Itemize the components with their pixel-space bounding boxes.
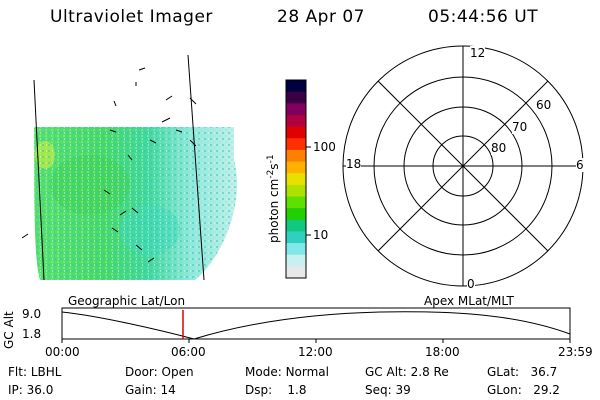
colorbar-band [286, 219, 306, 232]
coastline-marks [21, 67, 197, 263]
colorbar-tick-label-100: 100 [313, 140, 336, 154]
polar-ring-70 [403, 106, 523, 226]
colorbar-band [286, 243, 306, 256]
colorbar-band [286, 126, 306, 139]
mlt-label-6: 6 [576, 158, 584, 172]
timeline-xtick-3: 18:00 [425, 345, 460, 359]
colorbar-gradient [286, 80, 306, 279]
colorbar-band [286, 266, 306, 279]
info-glat: GLat: 36.7 [487, 365, 558, 379]
lat-label-60: 60 [536, 98, 552, 112]
polar-ring-50 [342, 45, 584, 287]
colorbar-band [286, 149, 306, 163]
colorbar-band [286, 173, 306, 186]
polar-diagonal-2 [377, 80, 549, 252]
colorbar-band [286, 80, 306, 93]
mlt-label-18: 18 [346, 157, 362, 171]
timeline-frame [61, 307, 571, 340]
info-dsp: Dsp: 1.8 [245, 383, 307, 397]
polar-ring-60 [373, 76, 553, 256]
colorbar-band [286, 114, 306, 128]
colorbar-band [286, 208, 306, 221]
meridian-line-right [187, 54, 205, 281]
colorbar-tick-label-10: 10 [313, 228, 329, 242]
timeline-xtick-0: 00:00 [45, 345, 80, 359]
colorbar-band [286, 91, 306, 104]
mlt-label-0: 0 [467, 277, 475, 291]
colorbar-band [286, 138, 306, 151]
timeline-axis-title: GC Alt [2, 311, 16, 349]
colorbar-band [286, 231, 306, 244]
info-gain: Gain: 14 [125, 383, 176, 397]
lat-label-70: 70 [512, 120, 528, 134]
timeline-ytick-bottom: 1.8 [22, 327, 42, 341]
info-ip: IP: 36.0 [8, 383, 54, 397]
time-label: 05:44:56 UT [428, 7, 539, 27]
info-seq: Seq: 39 [365, 383, 411, 397]
timeline-xtick-2: 12:00 [298, 345, 333, 359]
info-filter: Flt: LBHL [8, 365, 62, 379]
timeline-xtick-1: 06:00 [171, 345, 206, 359]
info-gcalt: GC Alt: 2.8 Re [365, 365, 449, 379]
colorbar-band [286, 184, 306, 197]
altitude-curve [61, 311, 571, 340]
polar-diagonal-1 [377, 80, 549, 252]
info-mode: Mode: Normal [245, 365, 329, 379]
colorbar-frame [285, 79, 307, 279]
colorbar-unit-label: photon cm-2s-1 [266, 154, 281, 243]
colorbar-band [286, 254, 306, 267]
timeline-ticks [61, 339, 571, 343]
uv-image [34, 127, 238, 280]
info-door: Door: Open [125, 365, 194, 379]
colorbar-band [286, 196, 306, 209]
mlt-label-12: 12 [470, 46, 486, 60]
info-glon: GLon: 29.2 [487, 383, 560, 397]
date-label: 28 Apr 07 [277, 7, 365, 27]
meridian-line-left [33, 79, 45, 281]
timeline-right-label: Apex MLat/MLT [424, 294, 514, 308]
lat-label-80: 80 [491, 141, 507, 155]
timeline-xtick-4: 23:59 [558, 345, 593, 359]
instrument-title: Ultraviolet Imager [50, 7, 213, 27]
colorbar-band [286, 161, 306, 174]
colorbar-band [286, 103, 306, 116]
timeline-left-label: Geographic Lat/Lon [68, 294, 186, 308]
polar-ring-80 [432, 135, 494, 197]
timeline-ytick-top: 9.0 [22, 307, 42, 321]
